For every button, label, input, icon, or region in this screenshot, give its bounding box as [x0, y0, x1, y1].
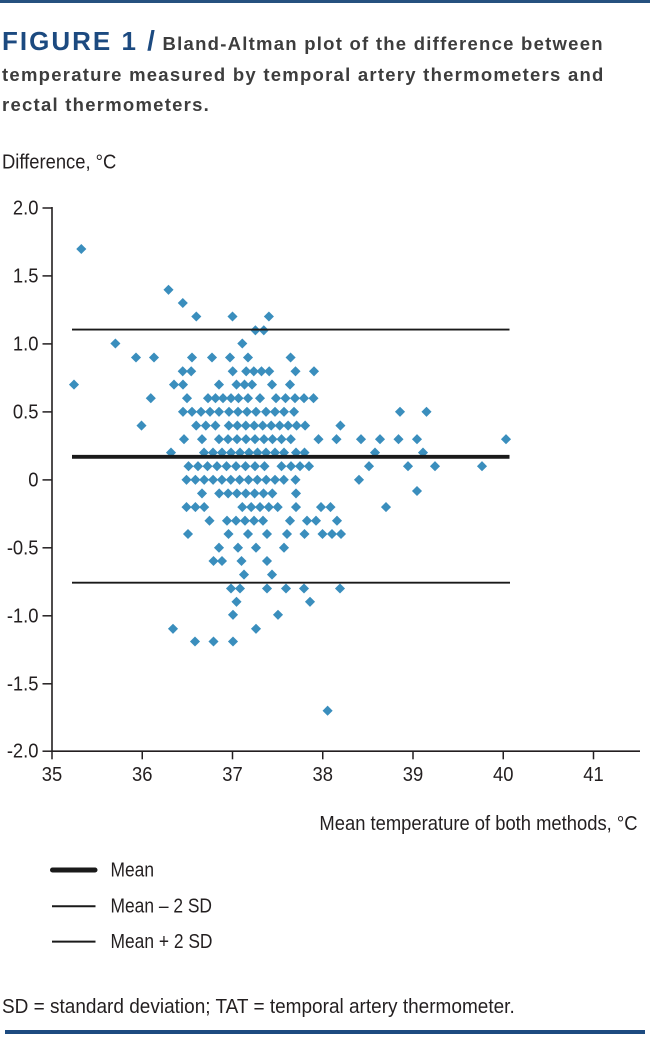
- svg-text:41: 41: [583, 764, 603, 786]
- svg-text:1.5: 1.5: [13, 266, 39, 288]
- svg-text:-1.5: -1.5: [7, 674, 39, 696]
- svg-text:-0.5: -0.5: [7, 538, 39, 560]
- svg-text:Mean + 2 SD: Mean + 2 SD: [111, 930, 213, 952]
- svg-text:-1.0: -1.0: [7, 606, 39, 628]
- svg-text:-2.0: -2.0: [7, 741, 39, 763]
- svg-text:39: 39: [403, 764, 423, 786]
- svg-text:SD = standard deviation; TAT =: SD = standard deviation; TAT = temporal …: [2, 996, 515, 1019]
- svg-text:Mean: Mean: [111, 858, 155, 880]
- svg-text:0: 0: [28, 470, 38, 492]
- svg-text:2.0: 2.0: [13, 198, 39, 220]
- svg-text:37: 37: [222, 764, 242, 786]
- svg-text:Difference, °C: Difference, °C: [2, 152, 116, 174]
- svg-text:0.5: 0.5: [13, 402, 39, 424]
- svg-text:1.0: 1.0: [13, 334, 39, 356]
- svg-text:Mean temperature of both metho: Mean temperature of both methods, °C: [319, 813, 637, 835]
- svg-text:Mean – 2 SD: Mean – 2 SD: [111, 894, 212, 916]
- svg-text:38: 38: [313, 764, 333, 786]
- svg-text:40: 40: [493, 764, 513, 786]
- svg-text:35: 35: [42, 764, 62, 786]
- svg-text:36: 36: [132, 764, 152, 786]
